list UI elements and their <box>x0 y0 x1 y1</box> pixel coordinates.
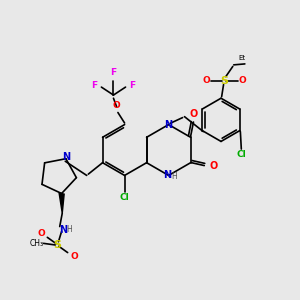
Text: H: H <box>67 225 72 234</box>
Text: S: S <box>53 240 62 250</box>
Text: N: N <box>163 170 171 180</box>
Text: O: O <box>70 252 78 261</box>
Text: O: O <box>112 101 120 110</box>
Text: N: N <box>164 120 173 130</box>
Text: F: F <box>91 81 98 90</box>
Text: O: O <box>209 161 217 171</box>
Text: Et: Et <box>238 55 245 61</box>
Text: H: H <box>171 172 177 181</box>
Polygon shape <box>59 193 64 213</box>
Text: Cl: Cl <box>120 193 130 202</box>
Text: F: F <box>110 68 116 77</box>
Text: S: S <box>220 76 228 86</box>
Text: O: O <box>203 76 211 85</box>
Text: Cl: Cl <box>236 150 246 159</box>
Text: O: O <box>37 229 45 238</box>
Text: F: F <box>130 81 136 90</box>
Text: N: N <box>59 225 67 235</box>
Text: N: N <box>62 152 70 162</box>
Text: O: O <box>239 76 247 85</box>
Text: CH₃: CH₃ <box>29 239 43 248</box>
Text: O: O <box>190 109 198 119</box>
